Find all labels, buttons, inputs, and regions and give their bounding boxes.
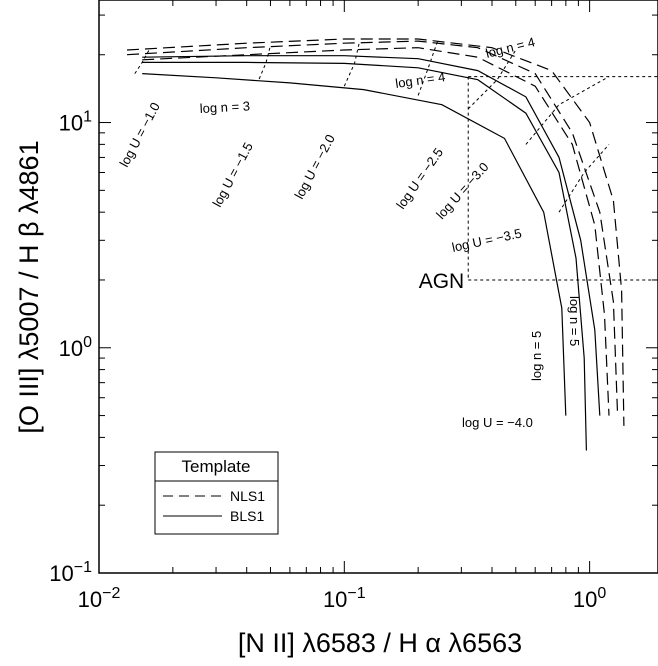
annotation-log-n-4-mid: log n = 4 <box>394 69 446 91</box>
series-line-nls1-4 <box>126 40 619 416</box>
annotation-log-n-5-b: log n = 5 <box>529 331 544 381</box>
series-line-nls1-5 <box>126 38 625 426</box>
series-line-bls1-4 <box>142 61 587 451</box>
annotation-log-u-4-0: log U = −4.0 <box>462 415 533 430</box>
series-line-bls1-5 <box>142 55 601 416</box>
agn-label: AGN <box>419 270 465 293</box>
series-lines <box>126 38 625 451</box>
ionization-line-6 <box>558 144 610 213</box>
y-axis-title: [O III] λ5007 / H β λ4861 <box>14 140 44 433</box>
x-tick-label: 10−2 <box>78 585 121 612</box>
legend-label-nls1: NLS1 <box>230 488 265 504</box>
series-line-nls1-3 <box>142 47 610 416</box>
annotation-log-n-5-a: log n = 5 <box>567 296 582 346</box>
y-tick-label: 100 <box>59 334 92 361</box>
legend-box <box>154 451 279 535</box>
legend-title: Template <box>182 457 251 476</box>
agn-region: AGN <box>419 76 658 293</box>
plot-frame <box>98 0 658 574</box>
series-line-bls1-3 <box>142 73 567 416</box>
x-axis-title: [N II] λ6583 / H α λ6563 <box>238 628 522 658</box>
y-tick-label: 10−1 <box>49 559 92 586</box>
legend-label-bls1: BLS1 <box>230 508 264 524</box>
x-tick-label: 10−1 <box>323 585 366 612</box>
axes <box>98 0 658 574</box>
legend: Template NLS1 BLS1 <box>154 451 279 535</box>
y-tick-label: 101 <box>59 109 92 136</box>
ionization-line-4 <box>467 49 517 110</box>
ionization-line-2 <box>343 43 360 87</box>
x-tick-label: 100 <box>573 585 606 612</box>
annotation-log-n-3: log n = 3 <box>199 98 250 116</box>
